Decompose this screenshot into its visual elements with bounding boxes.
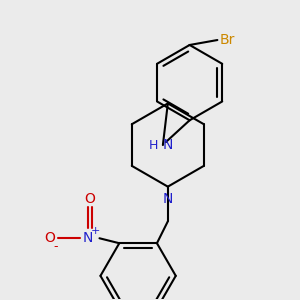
Text: O: O	[44, 231, 56, 245]
Text: N: N	[82, 231, 93, 245]
Text: +: +	[91, 226, 100, 236]
Text: N: N	[163, 138, 173, 152]
Text: O: O	[84, 192, 95, 206]
Text: H: H	[148, 139, 158, 152]
Text: -: -	[54, 240, 58, 253]
Text: N: N	[163, 191, 173, 206]
Text: Br: Br	[219, 33, 235, 47]
